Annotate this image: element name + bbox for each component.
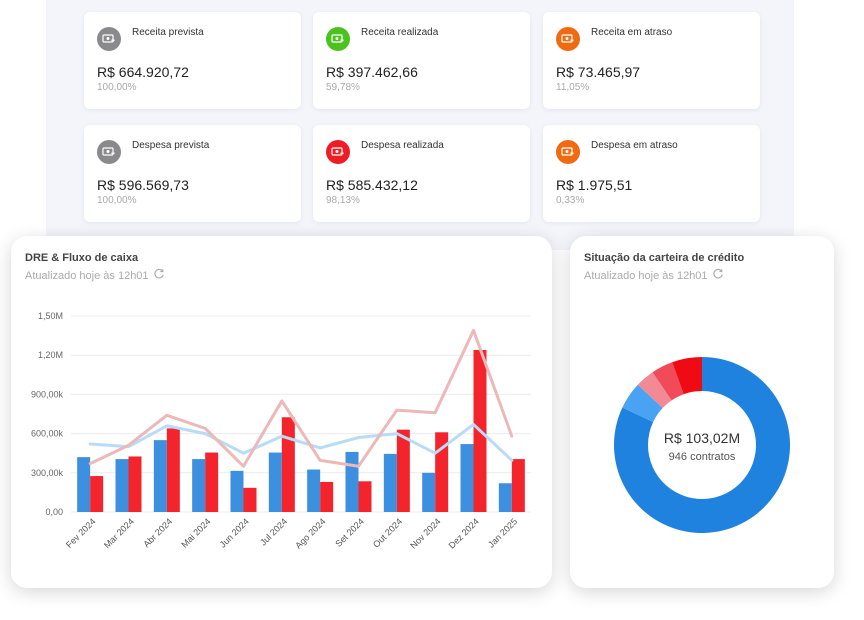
kpi-percent: 100,00% <box>97 82 137 93</box>
kpi-percent: 11,05% <box>556 82 590 93</box>
money-in-icon <box>556 27 580 51</box>
bar-series-0[interactable] <box>422 472 436 512</box>
donut-slice[interactable] <box>652 362 684 401</box>
kpi-value: R$ 596.569,73 <box>97 177 189 193</box>
kpi-value: R$ 585.432,12 <box>326 177 418 193</box>
refresh-icon[interactable] <box>712 268 724 283</box>
bar-series-0[interactable] <box>77 457 91 512</box>
dre-chart: 0,00 300,00k 600,00k 900,00k 1,20M 1,50M Fev 2… <box>31 311 531 551</box>
refresh-icon[interactable] <box>153 268 165 283</box>
y-tick-label: 600,00k <box>31 429 64 439</box>
credit-donut-chart: R$ 103,02M 946 contratos <box>614 357 790 533</box>
bar-series-0[interactable] <box>153 440 167 512</box>
x-tick-label: Nov 2024 <box>408 516 442 550</box>
donut-slice[interactable] <box>622 384 663 423</box>
kpi-value: R$ 664.920,72 <box>97 64 189 80</box>
y-tick-label: 1,50M <box>38 311 63 321</box>
kpi-label: Receita realizada <box>361 27 439 38</box>
x-tick-label: Set 2024 <box>333 516 366 549</box>
kpi-percent: 98,13% <box>326 195 360 206</box>
kpi-value: R$ 397.462,66 <box>326 64 418 80</box>
bar-series-0[interactable] <box>345 451 359 512</box>
dre-updated-label: Atualizado hoje às 12h01 <box>25 269 149 282</box>
bar-series-0[interactable] <box>268 452 282 512</box>
credit-panel: Situação da carteira de crédito Atualiza… <box>570 236 834 588</box>
kpi-card: Receita realizada R$ 397.462,66 59,78% <box>313 12 530 109</box>
credit-updated-label: Atualizado hoje às 12h01 <box>584 269 708 282</box>
x-tick-label: Abr 2024 <box>141 516 174 549</box>
donut-slice[interactable] <box>637 372 672 409</box>
donut-slice[interactable] <box>614 357 790 533</box>
kpi-label: Despesa prevista <box>132 140 210 151</box>
kpi-card: Receita em atraso R$ 73.465,97 11,05% <box>543 12 760 109</box>
bar-series-0[interactable] <box>498 483 512 512</box>
x-tick-label: Jun 2024 <box>218 516 251 549</box>
money-in-icon <box>97 27 121 51</box>
kpi-card: Despesa em atraso R$ 1.975,51 0,33% <box>543 125 760 222</box>
bar-series-1[interactable] <box>90 476 104 512</box>
donut-center-value: R$ 103,02M <box>664 430 740 446</box>
dre-title: DRE & Fluxo de caixa <box>25 252 139 264</box>
bar-series-1[interactable] <box>320 481 334 512</box>
x-tick-label: Dez 2024 <box>447 516 481 550</box>
bar-series-0[interactable] <box>115 459 129 512</box>
y-tick-label: 1,20M <box>38 350 63 360</box>
bar-series-0[interactable] <box>192 459 206 512</box>
y-tick-label: 900,00k <box>31 389 64 399</box>
x-tick-label: Fev 2024 <box>64 516 98 550</box>
donut-center-subtitle: 946 contratos <box>669 451 736 463</box>
kpi-label: Despesa realizada <box>361 140 444 151</box>
bar-series-0[interactable] <box>383 453 397 512</box>
x-tick-label: Out 2024 <box>371 516 404 549</box>
kpi-label: Receita prevista <box>132 27 204 38</box>
bar-series-1[interactable] <box>205 452 219 512</box>
x-tick-label: Mai 2024 <box>179 516 212 549</box>
kpi-percent: 100,00% <box>97 195 137 206</box>
bar-series-1[interactable] <box>358 481 372 512</box>
kpi-card: Despesa prevista R$ 596.569,73 100,00% <box>84 125 301 222</box>
y-tick-label: 0,00 <box>45 507 63 517</box>
credit-updated: Atualizado hoje às 12h01 <box>584 268 724 283</box>
money-out-icon <box>326 140 350 164</box>
kpi-card: Receita prevista R$ 664.920,72 100,00% <box>84 12 301 109</box>
kpi-percent: 59,78% <box>326 82 360 93</box>
credit-title: Situação da carteira de crédito <box>584 252 745 264</box>
line-series-3[interactable] <box>88 328 514 468</box>
kpi-label: Receita em atraso <box>591 27 673 38</box>
x-tick-label: Jan 2025 <box>486 516 519 549</box>
kpi-value: R$ 1.975,51 <box>556 177 633 193</box>
kpi-card: Despesa realizada R$ 585.432,12 98,13% <box>313 125 530 222</box>
x-tick-label: Ago 2024 <box>293 516 327 550</box>
y-tick-label: 300,00k <box>31 468 64 478</box>
kpi-value: R$ 73.465,97 <box>556 64 641 80</box>
x-tick-label: Mar 2024 <box>102 516 136 550</box>
bar-series-0[interactable] <box>307 469 321 512</box>
money-in-icon <box>326 27 350 51</box>
bar-series-1[interactable] <box>128 456 142 512</box>
money-out-icon <box>97 140 121 164</box>
bar-series-1[interactable] <box>281 417 295 512</box>
bar-series-1[interactable] <box>511 459 525 512</box>
dre-updated: Atualizado hoje às 12h01 <box>25 268 165 283</box>
bar-series-1[interactable] <box>243 487 257 512</box>
x-tick-label: Jul 2024 <box>258 516 289 547</box>
bar-series-1[interactable] <box>166 428 180 512</box>
line-series-2[interactable] <box>88 422 514 462</box>
money-out-icon <box>556 140 580 164</box>
dre-panel: DRE & Fluxo de caixa Atualizado hoje às … <box>11 236 552 588</box>
bar-series-0[interactable] <box>460 444 474 512</box>
bar-series-0[interactable] <box>230 470 244 512</box>
kpi-label: Despesa em atraso <box>591 140 678 151</box>
donut-slice[interactable] <box>672 357 702 395</box>
bar-series-1[interactable] <box>396 429 410 512</box>
kpi-percent: 0,33% <box>556 195 585 206</box>
